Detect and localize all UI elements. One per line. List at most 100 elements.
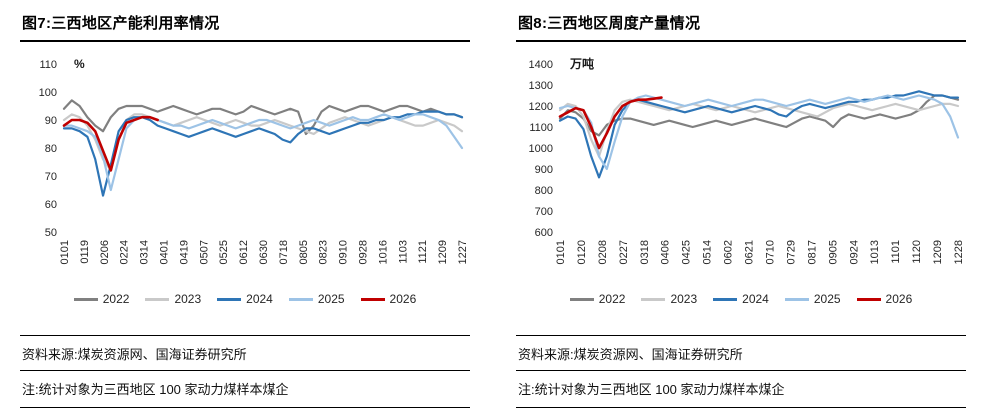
legend-swatch-2026: [856, 297, 881, 301]
svg-text:0612: 0612: [238, 240, 250, 264]
legend-label-2022: 2022: [598, 292, 626, 306]
svg-text:1209: 1209: [437, 240, 449, 264]
svg-text:0602: 0602: [723, 240, 735, 264]
legend-swatch-2025: [288, 297, 313, 301]
svg-text:1121: 1121: [417, 240, 429, 264]
svg-text:0120: 0120: [576, 240, 588, 264]
svg-text:0314: 0314: [139, 240, 151, 264]
svg-text:80: 80: [45, 143, 57, 155]
svg-text:100: 100: [39, 87, 57, 99]
svg-text:1228: 1228: [953, 240, 965, 264]
svg-text:1101: 1101: [890, 240, 902, 264]
svg-text:1103: 1103: [397, 240, 409, 264]
svg-text:0401: 0401: [159, 240, 171, 264]
figure-7-panel: 图7:三西地区产能利用率情况 50 60 70 80 90 100 110% 0101 0119…: [20, 8, 470, 408]
svg-text:700: 700: [535, 206, 553, 218]
svg-text:0710: 0710: [764, 240, 776, 264]
figure-7-title: 图7:三西地区产能利用率情况: [20, 8, 470, 42]
legend-label-2023: 2023: [670, 292, 698, 306]
svg-text:0729: 0729: [785, 240, 797, 264]
svg-text:0507: 0507: [198, 240, 210, 264]
legend-swatch-2022: [569, 297, 594, 301]
svg-text:1013: 1013: [869, 240, 881, 264]
legend-item-2024: 2024: [217, 292, 273, 306]
svg-text:70: 70: [45, 171, 57, 183]
svg-text:0718: 0718: [278, 240, 290, 264]
legend-item-2026: 2026: [856, 292, 913, 306]
svg-text:0206: 0206: [99, 240, 111, 264]
figure-8-source: 资料来源:煤炭资源网、国海证券研究所: [516, 335, 966, 370]
svg-text:0525: 0525: [218, 240, 230, 264]
legend-label-2026: 2026: [389, 292, 417, 306]
svg-text:0805: 0805: [298, 240, 310, 264]
legend-item-2022: 2022: [569, 292, 626, 306]
figure-7-footer: 资料来源:煤炭资源网、国海证券研究所 注:统计对象为三西地区 100 家动力煤样…: [20, 335, 470, 408]
svg-text:1200: 1200: [529, 101, 553, 113]
legend-swatch-2023: [641, 297, 666, 301]
svg-text:0119: 0119: [79, 240, 91, 264]
figure-8-title: 图8:三西地区周度产量情况: [516, 8, 966, 42]
svg-text:900: 900: [535, 164, 553, 176]
legend-swatch-2025: [784, 297, 809, 301]
legend-label-2025: 2025: [317, 292, 345, 306]
svg-text:%: %: [74, 57, 85, 71]
svg-text:1227: 1227: [457, 240, 469, 264]
figure-8-panel: 图8:三西地区周度产量情况 600 700 800 900 1000 1100 1200 13…: [516, 8, 966, 408]
svg-text:0910: 0910: [338, 240, 350, 264]
svg-text:1209: 1209: [932, 240, 944, 264]
figure-8-note: 注:统计对象为三西地区 100 家动力煤样本煤企: [516, 370, 966, 408]
svg-text:1000: 1000: [529, 143, 553, 155]
legend-label-2024: 2024: [246, 292, 273, 306]
svg-text:0514: 0514: [702, 240, 714, 264]
svg-text:0224: 0224: [119, 240, 131, 264]
figure-8-footer: 资料来源:煤炭资源网、国海证券研究所 注:统计对象为三西地区 100 家动力煤样…: [516, 335, 966, 408]
svg-text:0208: 0208: [597, 240, 609, 264]
weekly-output-chart: 600 700 800 900 1000 1100 1200 1300 1400 万吨 0101 01…: [529, 56, 965, 264]
svg-text:0924: 0924: [848, 240, 860, 264]
legend-label-2025: 2025: [813, 292, 841, 306]
svg-text:0419: 0419: [178, 240, 190, 264]
svg-text:50: 50: [45, 227, 57, 239]
legend-item-2025: 2025: [288, 292, 345, 306]
svg-text:0630: 0630: [258, 240, 270, 264]
svg-text:0101: 0101: [59, 240, 71, 264]
legend-item-2024: 2024: [713, 292, 769, 306]
svg-text:万吨: 万吨: [569, 56, 594, 71]
svg-text:1016: 1016: [377, 240, 389, 264]
svg-text:1100: 1100: [529, 122, 553, 134]
figure-7-source: 资料来源:煤炭资源网、国海证券研究所: [20, 335, 470, 370]
legend-swatch-2023: [145, 297, 170, 301]
svg-text:0425: 0425: [681, 240, 693, 264]
svg-text:800: 800: [535, 185, 553, 197]
svg-text:0318: 0318: [639, 240, 651, 264]
figure-7-note: 注:统计对象为三西地区 100 家动力煤样本煤企: [20, 370, 470, 408]
svg-text:0817: 0817: [806, 240, 818, 264]
legend-item-2025: 2025: [784, 292, 841, 306]
svg-text:90: 90: [45, 115, 57, 127]
legend-label-2023: 2023: [174, 292, 202, 306]
svg-text:0905: 0905: [827, 240, 839, 264]
figure-8-legend: 2022 2023 2024 2025 2026: [516, 292, 966, 306]
legend-label-2026: 2026: [885, 292, 913, 306]
svg-text:110: 110: [39, 59, 57, 71]
svg-text:0406: 0406: [660, 240, 672, 264]
legend-label-2024: 2024: [742, 292, 769, 306]
svg-text:0621: 0621: [744, 240, 756, 264]
legend-item-2023: 2023: [145, 292, 201, 306]
capacity-utilization-chart: 50 60 70 80 90 100 110 % 0101 0119 0206 0224 0314 040…: [39, 57, 469, 264]
svg-text:1400: 1400: [529, 59, 553, 71]
legend-item-2023: 2023: [641, 292, 697, 306]
legend-swatch-2026: [360, 297, 385, 301]
svg-text:0101: 0101: [555, 240, 567, 264]
svg-text:0227: 0227: [618, 240, 630, 264]
svg-text:0823: 0823: [318, 240, 330, 264]
legend-swatch-2022: [73, 297, 98, 301]
figure-7-legend: 2022 2023 2024 2025 2026: [20, 292, 470, 306]
svg-text:1120: 1120: [911, 240, 923, 264]
legend-swatch-2024: [713, 297, 738, 301]
legend-item-2022: 2022: [73, 292, 130, 306]
legend-item-2026: 2026: [360, 292, 417, 306]
svg-text:60: 60: [45, 199, 57, 211]
legend-label-2022: 2022: [102, 292, 130, 306]
